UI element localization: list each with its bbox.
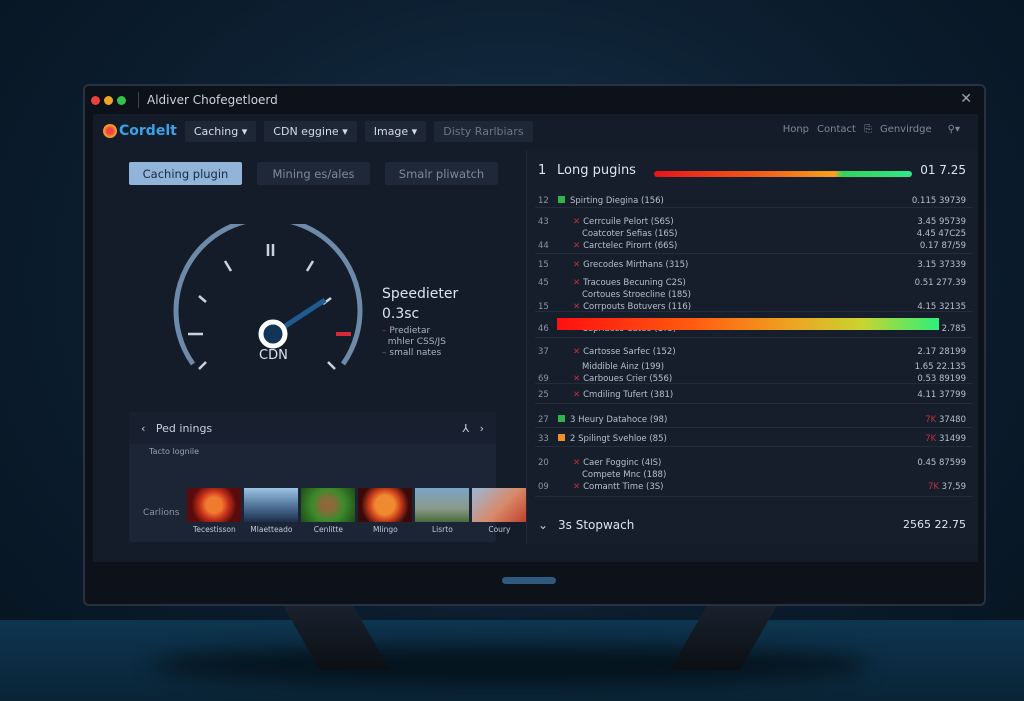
minimize-dot[interactable]	[104, 95, 113, 105]
monitor: Aldiver Chofegetloerd ✕ Cordelt Caching …	[83, 84, 986, 606]
stand-shadow	[150, 645, 870, 685]
gauge-ticks	[188, 244, 336, 370]
divider	[535, 446, 972, 447]
speed-title: Speedieter	[382, 286, 459, 302]
x-icon: ✕	[573, 347, 581, 357]
speed-readout: Speedieter 0.3sc – Predietar mhler CSS/J…	[382, 286, 458, 359]
x-icon: ✕	[573, 241, 581, 251]
tab-bar: Caching plugin Mining es/ales Smalr pliw…	[129, 162, 498, 185]
link-settings[interactable]: Genvirdge	[879, 124, 932, 135]
tab-caching-plugin[interactable]: Caching plugin	[129, 162, 242, 185]
link-home[interactable]: Honp	[782, 124, 810, 135]
nav-cdn[interactable]: CDN eggine ▾	[264, 120, 357, 142]
clipboard-icon[interactable]: ⎘	[863, 124, 872, 135]
divider	[535, 403, 972, 404]
x-icon: ✕	[573, 482, 581, 492]
divider	[535, 383, 972, 384]
logo-text: Cordelt	[119, 123, 177, 139]
chevron-down-icon: ⌄	[538, 518, 549, 532]
x-icon: ✕	[573, 458, 581, 468]
x-icon: ✕	[573, 302, 581, 312]
share-icon[interactable]: ⅄	[462, 421, 470, 435]
divider	[138, 92, 139, 108]
plugin-list-panel: 1 Long pugins 01 7.25 12 Spirting Diegina…	[526, 151, 978, 544]
tab-mining[interactable]: Mining es/ales	[257, 162, 370, 185]
divider	[535, 253, 972, 254]
x-icon: ✕	[573, 278, 581, 288]
thumbnail[interactable]: Coury	[472, 488, 527, 534]
screen: Cordelt Caching ▾ CDN eggine ▾ Image ▾ D…	[93, 114, 978, 562]
divider	[535, 427, 972, 428]
power-indicator	[502, 577, 556, 584]
divider	[535, 337, 972, 338]
thumbnail[interactable]: Cenlitte	[301, 488, 356, 534]
next-icon[interactable]: ›	[479, 421, 484, 435]
row-progress-bar	[557, 318, 939, 330]
prev-icon[interactable]: ‹	[141, 421, 146, 435]
logo[interactable]: Cordelt	[103, 123, 177, 139]
maximize-dot[interactable]	[117, 95, 126, 105]
thumbnail[interactable]: Tecestisson	[187, 488, 242, 534]
speed-gauge	[173, 224, 363, 370]
search-icon[interactable]: ⚲▾	[947, 124, 960, 135]
logo-icon	[103, 124, 117, 138]
speed-value: 0.3sc	[382, 306, 420, 322]
thumbnail[interactable]: Mlingo	[358, 488, 413, 534]
header-progress-bar	[654, 171, 912, 177]
divider	[535, 207, 972, 208]
x-icon: ✕	[573, 390, 581, 400]
nav-caching[interactable]: Caching ▾	[184, 120, 257, 142]
gauge-center-label: CDN	[259, 348, 288, 363]
nav-disabled: Disty Rarlbiars	[434, 120, 533, 142]
title-bar: Aldiver Chofegetloerd ✕	[85, 86, 984, 114]
top-nav: Cordelt Caching ▾ CDN eggine ▾ Image ▾ D…	[93, 114, 978, 148]
close-dot[interactable]	[91, 95, 100, 105]
tab-stopwatch[interactable]: Smalr pliwatch	[385, 162, 498, 185]
nav-image[interactable]: Image ▾	[364, 120, 427, 142]
bottom-panel: ‹ Ped inings ⅄ › Tacto lognile Carlions T…	[129, 412, 527, 542]
x-icon: ✕	[573, 374, 581, 384]
status-marker	[558, 415, 565, 422]
thumbnail[interactable]: Mlaetteado	[244, 488, 299, 534]
thumbnail[interactable]: Lisrto	[415, 488, 470, 534]
close-icon[interactable]: ✕	[960, 91, 972, 107]
gauge-hub	[258, 319, 288, 349]
link-contact[interactable]: Contact	[817, 124, 856, 135]
window-title: Aldiver Chofegetloerd	[147, 93, 278, 107]
panel-title: Ped inings	[155, 421, 213, 435]
gauge-legend: – Predietar mhler CSS/JS – small nates	[382, 326, 446, 358]
status-marker	[558, 196, 565, 203]
panel-subtitle: Tacto lognile	[149, 447, 200, 456]
divider	[535, 311, 972, 312]
x-icon: ✕	[573, 260, 581, 270]
x-icon: ✕	[573, 217, 581, 227]
gauge-arc	[173, 224, 363, 366]
status-marker	[558, 434, 565, 441]
divider	[535, 496, 972, 497]
captions-label: Carlions	[143, 508, 180, 518]
